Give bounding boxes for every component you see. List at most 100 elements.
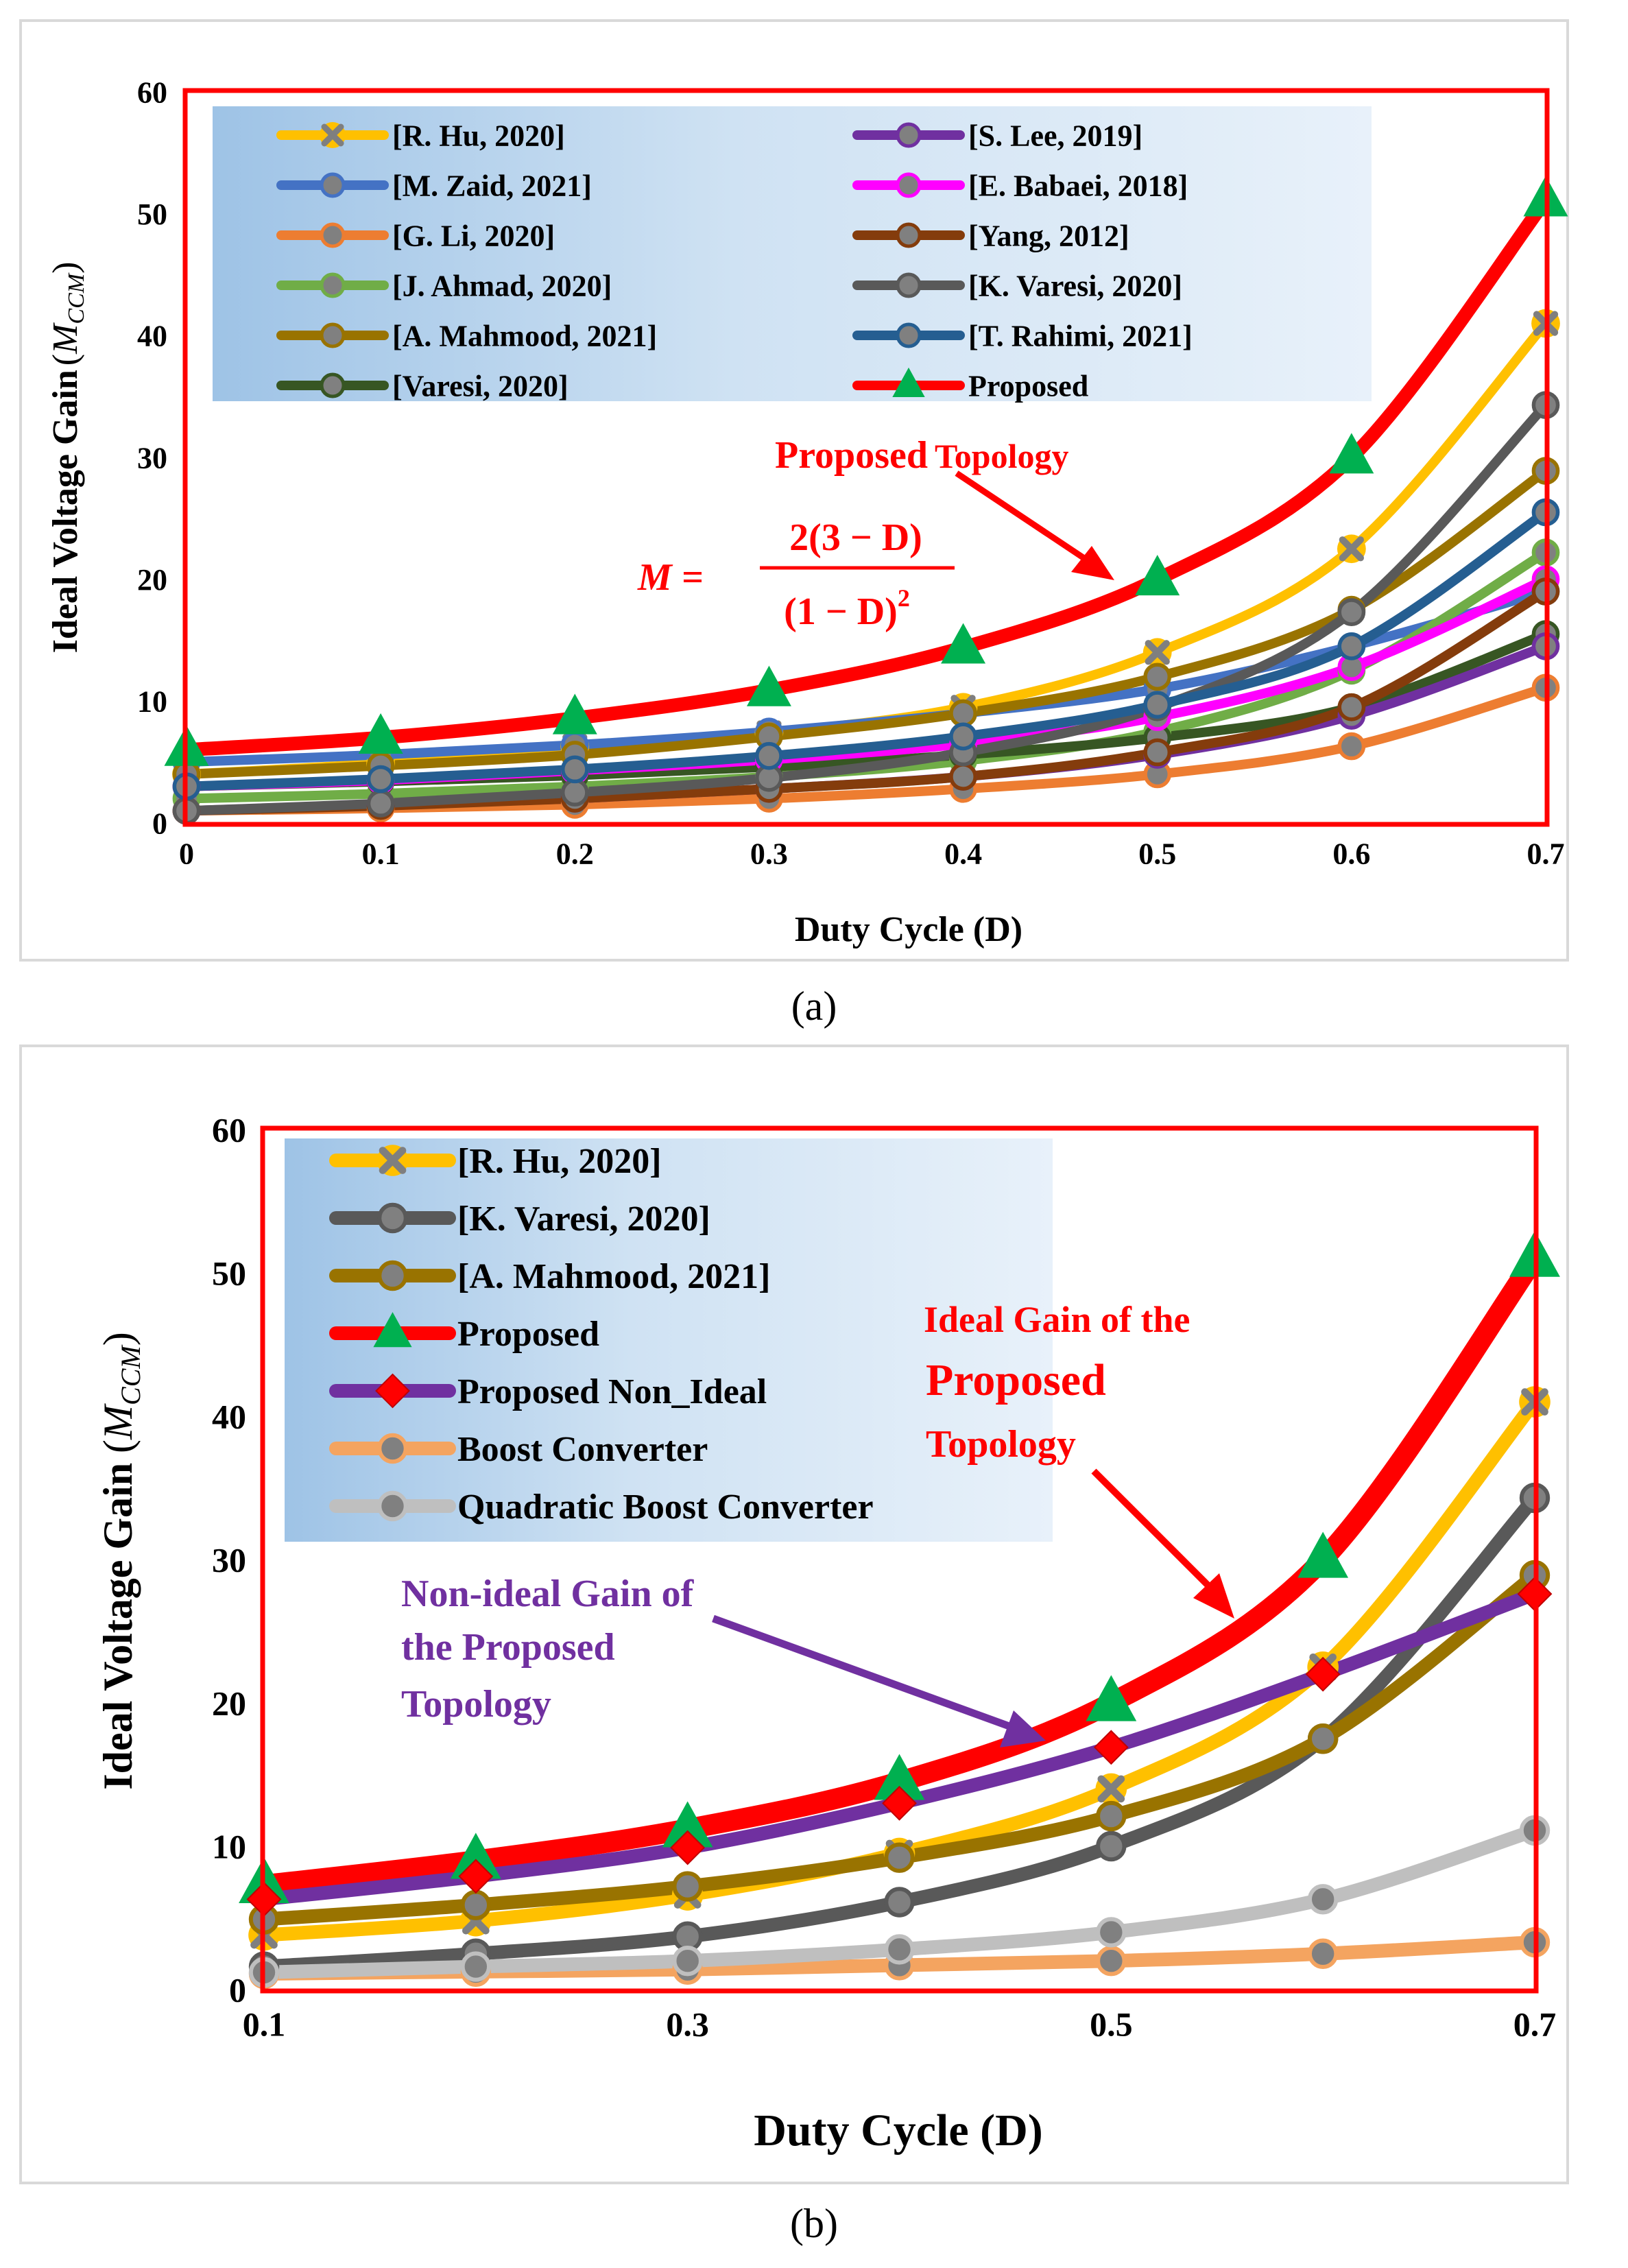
panel-b-y-tick-2: 20 — [212, 1684, 246, 1723]
panel-a-series-proposed-point-3 — [746, 665, 791, 706]
panel-a-y-ticks: 0 10 20 30 40 50 60 — [137, 75, 167, 840]
panel-a-x-tick-1: 0.1 — [362, 837, 400, 870]
formula-exponent: 2 — [898, 584, 910, 612]
panel-b-y-axis-label-text: Ideal Voltage Gain — [95, 1463, 141, 1790]
panel-a-x-tick-2: 0.2 — [556, 837, 594, 870]
panel-b-legend-label-a-mahmood-2021: [A. Mahmood, 2021] — [457, 1257, 770, 1296]
legend-swatch-panel-a-g-li-2020 — [276, 222, 389, 248]
panel-a-annotation-arrow — [955, 470, 1092, 565]
nonideal-gain-line-3: Topology — [401, 1683, 551, 1726]
panel-a-x-axis-title: Duty Cycle (D) — [795, 910, 1022, 949]
panel-a-y-tick-0: 0 — [152, 807, 167, 840]
legend-panel-a-m-zaid-2021-point-0 — [320, 172, 346, 198]
svg-text:Ideal Voltage Gain(MCCM): Ideal Voltage Gain(MCCM) — [46, 262, 89, 654]
legend-swatch-panel-b-boost-converter — [329, 1433, 456, 1464]
panel-a-legend-label-r-hu-2020: [R. Hu, 2020] — [392, 119, 565, 152]
panel-a-annotation-topology: Topology — [935, 437, 1068, 475]
legend-swatch-panel-b-a-mahmood-2021 — [329, 1260, 456, 1291]
ideal-gain-arrowhead — [1193, 1573, 1234, 1619]
panel-a-series-proposed-point-1 — [358, 713, 403, 754]
panel-b-annotation-nonideal: Non-ideal Gain of the Proposed Topology — [401, 1573, 1046, 1747]
panel-a-x-tick-6: 0.6 — [1332, 837, 1370, 870]
panel-b-series-proposed-point-5 — [1297, 1531, 1349, 1578]
panel-a-series-markers — [164, 176, 1568, 825]
panel-a-legend-label-a-mahmood-2021: [A. Mahmood, 2021] — [392, 319, 657, 353]
legend-panel-b-a-mahmood-2021-point-0 — [377, 1260, 408, 1291]
panel-b-y-ticks: 0 10 20 30 40 50 60 — [212, 1111, 246, 2009]
legend-swatch-panel-b-k-varesi-2020 — [329, 1202, 456, 1234]
ideal-gain-line-3: Topology — [926, 1423, 1076, 1466]
panel-b-x-tick-3: 0.7 — [1513, 2005, 1557, 2044]
panel-b-x-axis-title: Duty Cycle (D) — [754, 2105, 1043, 2156]
legend-swatch-panel-a-a-mahmood-2021 — [276, 322, 389, 348]
panel-b-series-proposed-non-ideal-point-5 — [1305, 1656, 1341, 1692]
legend-swatch-panel-a-t-rahimi-2021 — [852, 322, 965, 348]
panel-a-legend-label-e-babaei-2018: [E. Babaei, 2018] — [968, 169, 1188, 202]
panel-a-y-tick-5: 50 — [137, 198, 167, 231]
panel-a-annotation-proposed: Proposed — [775, 434, 928, 477]
panel-a-x-tick-4: 0.4 — [944, 837, 982, 870]
panel-a-series-proposed-point-2 — [552, 693, 597, 735]
panel-b-y-tick-0: 0 — [229, 1971, 246, 2009]
formula-lhs: M = — [637, 556, 704, 599]
panel-b-plot-area — [260, 1125, 1539, 1994]
legend-panel-a-proposed-point-0 — [892, 367, 925, 397]
panel-a-series-t-rahimi-2021-point-4 — [949, 722, 977, 751]
legend-panel-a-varesi-2020-point-0 — [320, 372, 346, 398]
panel-a-series-a-mahmood-2021-point-4 — [949, 699, 977, 728]
nonideal-gain-arrow — [712, 1614, 1016, 1732]
panel-a-series-yang-2012-point-4 — [949, 763, 977, 791]
nonideal-gain-arrowhead — [1000, 1710, 1046, 1747]
panel-b-legend-label-k-varesi-2020: [K. Varesi, 2020] — [457, 1199, 710, 1239]
panel-a-legend-label-g-li-2020: [G. Li, 2020] — [392, 219, 555, 252]
panel-a-x-tick-3: 0.3 — [750, 837, 788, 870]
panel-a-series-t-rahimi-2021-point-2 — [560, 755, 589, 784]
panel-a-annotation: Proposed Topology M = 2(3 − D) (1 − D)2 — [637, 434, 1114, 633]
panel-b-legend-label-r-hu-2020: [R. Hu, 2020] — [457, 1142, 662, 1181]
panel-a-y-tick-2: 20 — [137, 563, 167, 597]
legend-panel-a-t-rahimi-2021-point-0 — [896, 322, 922, 348]
formula-numerator: 2(3 − D) — [789, 516, 922, 559]
panel-b-series-quadratic-boost-converter-point-4 — [1096, 1917, 1127, 1948]
panel-a-legend: [R. Hu, 2020] [M. Zaid, 2021] [G. Li, 2020… — [213, 106, 1372, 403]
legend-swatch-panel-a-r-hu-2020 — [276, 122, 389, 148]
legend-swatch-panel-a-s-lee-2019 — [852, 122, 965, 148]
panel-a-series-proposed-point-5 — [1135, 554, 1180, 596]
legend-swatch-panel-a-e-babaei-2018 — [852, 172, 965, 198]
legend-panel-b-k-varesi-2020-point-0 — [377, 1202, 408, 1234]
panel-a-y-axis-symbol: M — [46, 322, 85, 355]
panel-b-y-tick-1: 10 — [212, 1828, 246, 1866]
panel-b-x-ticks: 0.1 0.3 0.5 0.7 — [243, 2005, 1557, 2044]
panel-b-y-tick-3: 30 — [212, 1541, 246, 1579]
panel-a-y-tick-4: 40 — [137, 320, 167, 353]
panel-b-series-proposed-non-ideal-point-3 — [882, 1785, 917, 1821]
svg-text:(1 − D)2: (1 − D)2 — [784, 584, 910, 633]
panel-a-y-axis-subscript: CCM — [64, 272, 89, 324]
panel-a-series-k-varesi-2020-point-1 — [366, 789, 395, 817]
panel-b-label: (b) — [790, 2201, 838, 2246]
panel-a-legend-label-varesi-2020: [Varesi, 2020] — [392, 369, 568, 403]
panel-b-legend-label-proposed: Proposed — [457, 1315, 599, 1354]
legend-swatch-panel-b-r-hu-2020 — [329, 1145, 456, 1176]
chart-panel-a: 0 10 20 30 40 50 60 0 0.1 0.2 0.3 0.4 0.5 0.6 0.7 Dut… — [19, 19, 1569, 962]
panel-b-series-a-mahmood-2021-point-1 — [460, 1889, 492, 1920]
legend-panel-a-yang-2012-point-0 — [896, 222, 922, 248]
panel-a-legend-label-t-rahimi-2021: [T. Rahimi, 2021] — [968, 319, 1193, 353]
panel-a-legend-label-j-ahmad-2020: [J. Ahmad, 2020] — [392, 269, 612, 302]
legend-swatch-panel-a-varesi-2020 — [276, 372, 389, 398]
panel-a-series-proposed-point-4 — [941, 623, 986, 664]
legend-panel-b-r-hu-2020-point-0 — [376, 1145, 409, 1176]
panel-a-x-tick-5: 0.5 — [1138, 837, 1176, 870]
legend-panel-a-s-lee-2019-point-0 — [896, 122, 922, 148]
legend-panel-a-a-mahmood-2021-point-0 — [320, 322, 346, 348]
panel-b-y-axis-symbol: M — [95, 1403, 141, 1440]
legend-panel-b-boost-converter-point-0 — [377, 1433, 408, 1464]
panel-a-series-r-hu-2020-point-6 — [1337, 534, 1366, 564]
panel-b-series-proposed-point-4 — [1086, 1675, 1137, 1721]
panel-b-annotation-ideal: Ideal Gain of the Proposed Topology — [924, 1299, 1234, 1619]
panel-b-series-a-mahmood-2021-point-2 — [672, 1871, 703, 1902]
legend-swatch-panel-a-k-varesi-2020 — [852, 272, 965, 298]
legend-swatch-panel-a-m-zaid-2021 — [276, 172, 389, 198]
ideal-gain-line-2: Proposed — [926, 1355, 1106, 1405]
panel-b-x-tick-0: 0.1 — [243, 2005, 286, 2044]
